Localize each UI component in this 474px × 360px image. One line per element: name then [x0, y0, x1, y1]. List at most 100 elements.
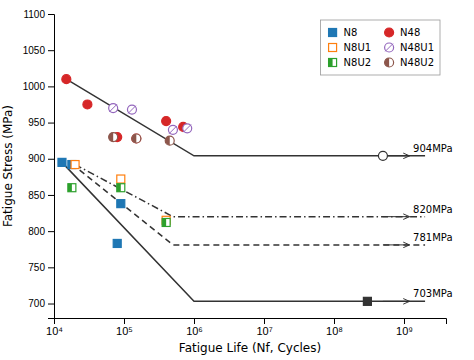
y-tick-mark: [48, 86, 54, 87]
y-tick-mark: [48, 195, 54, 196]
marks: [58, 75, 425, 306]
x-tick-mark: [124, 318, 125, 324]
marker-body: [109, 133, 118, 142]
plateau-arrow: [383, 244, 410, 245]
point: [113, 239, 121, 247]
legend-label: N48U2: [400, 57, 434, 68]
marker-slash: [128, 106, 136, 114]
x-tick-label: 10⁸: [326, 325, 343, 337]
x-tick: 10⁹: [396, 318, 413, 337]
legend-entry: N48: [385, 27, 421, 38]
marker-body: [132, 134, 141, 143]
point: [83, 100, 92, 109]
marker-slash: [183, 125, 191, 133]
x-axis-line: [55, 319, 447, 325]
point: [183, 124, 192, 133]
x-tick-label: 10⁹: [396, 325, 413, 337]
legend-symbol: [329, 44, 337, 52]
legend-symbol: [385, 43, 394, 52]
point: [117, 184, 125, 192]
annotation: 781MPa: [413, 232, 452, 243]
y-axis-title: Fatigue Stress (MPa): [1, 105, 15, 227]
point: [168, 125, 177, 134]
x-tick-mark: [194, 318, 195, 324]
marker-body: [329, 29, 337, 37]
legend-symbol: [385, 58, 394, 67]
marker-body: [71, 161, 79, 169]
marker-half: [385, 58, 390, 67]
y-tick-mark: [48, 50, 54, 51]
legend-entry: N8: [329, 27, 358, 38]
legend-label: N8: [344, 27, 358, 38]
y-axis: 700750800850900950100010501100: [23, 9, 55, 319]
x-tick: 10⁵: [116, 318, 133, 337]
y-tick-mark: [48, 231, 54, 232]
y-tick: 1050: [23, 45, 54, 56]
marker-half: [117, 184, 121, 192]
y-tick-label: 900: [28, 153, 45, 164]
marker-body: [117, 175, 125, 183]
y-tick-label: 1000: [23, 81, 46, 92]
marker-body: [165, 136, 174, 145]
y-axis-line: [48, 15, 55, 319]
marker-body: [109, 104, 118, 113]
x-tick: 10⁴: [46, 318, 63, 337]
y-tick: 750: [28, 262, 54, 273]
point: [378, 151, 387, 160]
x-tick-label: 10⁷: [256, 325, 272, 337]
x-axis-title: Fatigue Life (Nf, Cycles): [179, 341, 321, 355]
point: [132, 134, 141, 143]
marker-slash: [109, 104, 117, 112]
curve: [72, 164, 425, 245]
point: [71, 161, 79, 169]
y-tick-label: 1050: [23, 45, 46, 56]
annotation: 820MPa: [413, 204, 452, 215]
x-tick-label: 10⁶: [186, 325, 203, 337]
y-tick-mark: [48, 123, 54, 124]
marker-body: [363, 297, 371, 305]
x-tick-mark: [334, 318, 335, 324]
x-axis: 10⁴ 10⁵ 10⁶ 10⁷ 10⁸ 10⁹: [46, 318, 446, 337]
point: [62, 75, 71, 84]
x-tick-label: 10⁴: [46, 325, 63, 337]
marker-body: [378, 151, 387, 160]
legend-label: N8U2: [344, 57, 372, 68]
y-tick: 700: [28, 298, 54, 309]
marker-body: [162, 218, 170, 226]
x-tick: 10⁸: [326, 318, 343, 337]
point: [162, 218, 170, 226]
marker-half: [165, 136, 170, 145]
point: [68, 184, 76, 192]
curve: [66, 79, 425, 156]
marker-body: [127, 105, 136, 114]
marker-body: [117, 200, 125, 208]
marker-slash: [169, 126, 177, 134]
y-tick-mark: [48, 267, 54, 268]
point: [117, 200, 125, 208]
point: [162, 117, 171, 126]
marker-half: [162, 218, 166, 226]
point: [117, 175, 125, 183]
point: [165, 136, 174, 145]
legend-entry: N8U2: [329, 57, 372, 68]
marker-body: [162, 117, 171, 126]
y-tick: 850: [28, 190, 54, 201]
legend-symbol: [385, 28, 394, 37]
point: [109, 104, 118, 113]
legend-entry: N48U1: [385, 42, 434, 53]
marker-body: [329, 44, 337, 52]
x-tick: 10⁶: [186, 318, 203, 337]
annotation: 703MPa: [413, 288, 452, 299]
x-tick-label: 10⁵: [116, 325, 133, 337]
y-tick: 900: [28, 153, 54, 164]
marker-body: [168, 125, 177, 134]
y-tick-label: 800: [28, 226, 45, 237]
marker-body: [83, 100, 92, 109]
marker-half: [132, 134, 137, 143]
plateau-arrow: [383, 216, 410, 217]
y-tick-mark: [48, 304, 54, 305]
marker-slash: [385, 44, 393, 52]
legend-symbol: [329, 29, 337, 37]
point: [127, 105, 136, 114]
chart: 10⁴10⁵10⁶10⁷10⁸10⁹7007508008509009501000…: [0, 0, 474, 360]
